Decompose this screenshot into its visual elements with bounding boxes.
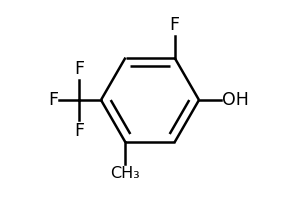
Text: F: F <box>48 91 58 109</box>
Text: OH: OH <box>222 91 249 109</box>
Text: F: F <box>169 16 179 34</box>
Text: F: F <box>74 122 84 140</box>
Text: F: F <box>74 60 84 78</box>
Text: CH₃: CH₃ <box>111 166 140 181</box>
